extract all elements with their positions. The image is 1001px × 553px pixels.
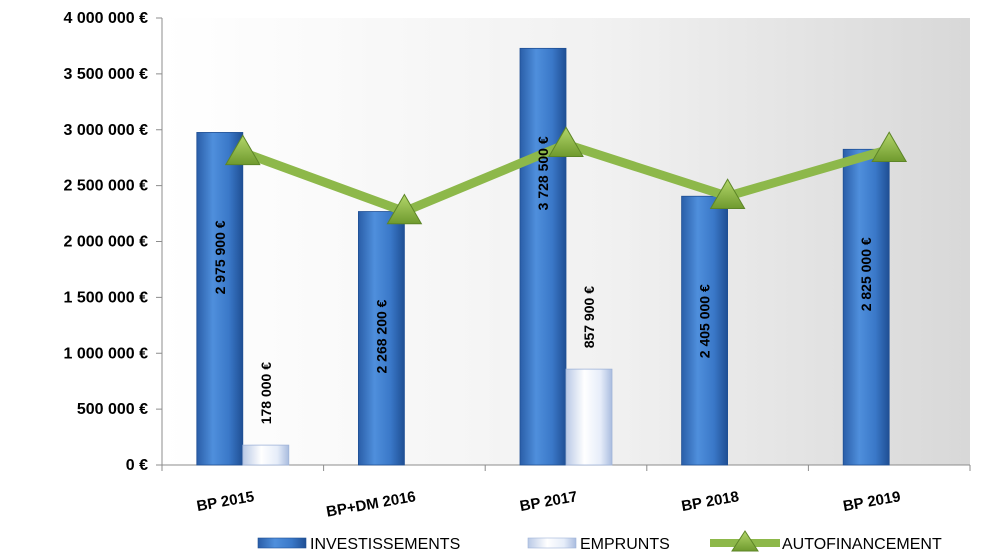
data-label-investissements: 2 405 000 €	[697, 284, 713, 358]
legend: INVESTISSEMENTS EMPRUNTS AUTOFINANCEMENT	[257, 530, 942, 553]
y-tick-label: 3 000 000 €	[63, 122, 148, 139]
bar-investissements	[196, 132, 244, 466]
legend-swatch-investissements	[257, 537, 307, 549]
data-labels: 2 975 900 € 178 000 € 2 268 200 € 3 728 500…	[212, 136, 874, 424]
autofinancement-marker	[386, 193, 423, 225]
bar-investissements	[681, 195, 728, 466]
data-label-emprunts: 178 000 €	[258, 362, 274, 424]
y-tick-label: 3 500 000 €	[63, 66, 148, 83]
y-tick-label: 2 000 000 €	[63, 234, 148, 251]
data-label-investissements: 2 268 200 €	[373, 299, 389, 373]
legend-marker-autofinancement	[731, 530, 759, 552]
bars	[196, 47, 890, 466]
y-tick-label: 500 000 €	[77, 401, 148, 418]
y-tick-label: 2 500 000 €	[63, 178, 148, 195]
autofinancement-line	[224, 126, 908, 225]
y-tick-label: 1 000 000 €	[63, 345, 148, 362]
data-label-investissements: 2 975 900 €	[212, 220, 228, 294]
legend-swatch-emprunts	[527, 537, 577, 549]
bar-investissements	[357, 211, 405, 466]
y-axis: 0 € 500 000 € 1 000 000 € 1 500 000 € 2 000 …	[63, 10, 163, 474]
x-tick-label: BP 2018	[680, 488, 740, 515]
data-label-investissements: 3 728 500 €	[535, 136, 551, 210]
autofinancement-marker	[709, 178, 746, 209]
x-tick-label: BP+DM 2016	[325, 488, 417, 520]
x-tick-label: BP 2015	[195, 488, 255, 515]
autofinancement-marker	[224, 134, 261, 166]
bar-investissements	[519, 47, 567, 466]
data-label-emprunts: 857 900 €	[581, 286, 597, 348]
legend-label-emprunts: EMPRUNTS	[580, 536, 670, 553]
x-tick-label: BP 2017	[519, 488, 579, 515]
bar-emprunts	[565, 368, 613, 466]
x-tick-label: BP 2019	[842, 488, 902, 515]
y-tick-label: 1 500 000 €	[63, 289, 148, 306]
bar-investissements	[842, 148, 890, 466]
bar-emprunts	[242, 444, 290, 466]
x-axis: BP 2015 BP+DM 2016 BP 2017 BP 2018 BP 2019	[161, 464, 971, 521]
legend-label-autofinancement: AUTOFINANCEMENT	[782, 536, 942, 553]
autofinancement-marker	[871, 131, 908, 163]
legend-label-investissements: INVESTISSEMENTS	[310, 536, 460, 553]
data-label-investissements: 2 825 000 €	[858, 237, 874, 311]
y-tick-label: 4 000 000 €	[63, 10, 148, 27]
autofinancement-marker	[548, 126, 584, 157]
y-tick-label: 0 €	[126, 457, 148, 474]
